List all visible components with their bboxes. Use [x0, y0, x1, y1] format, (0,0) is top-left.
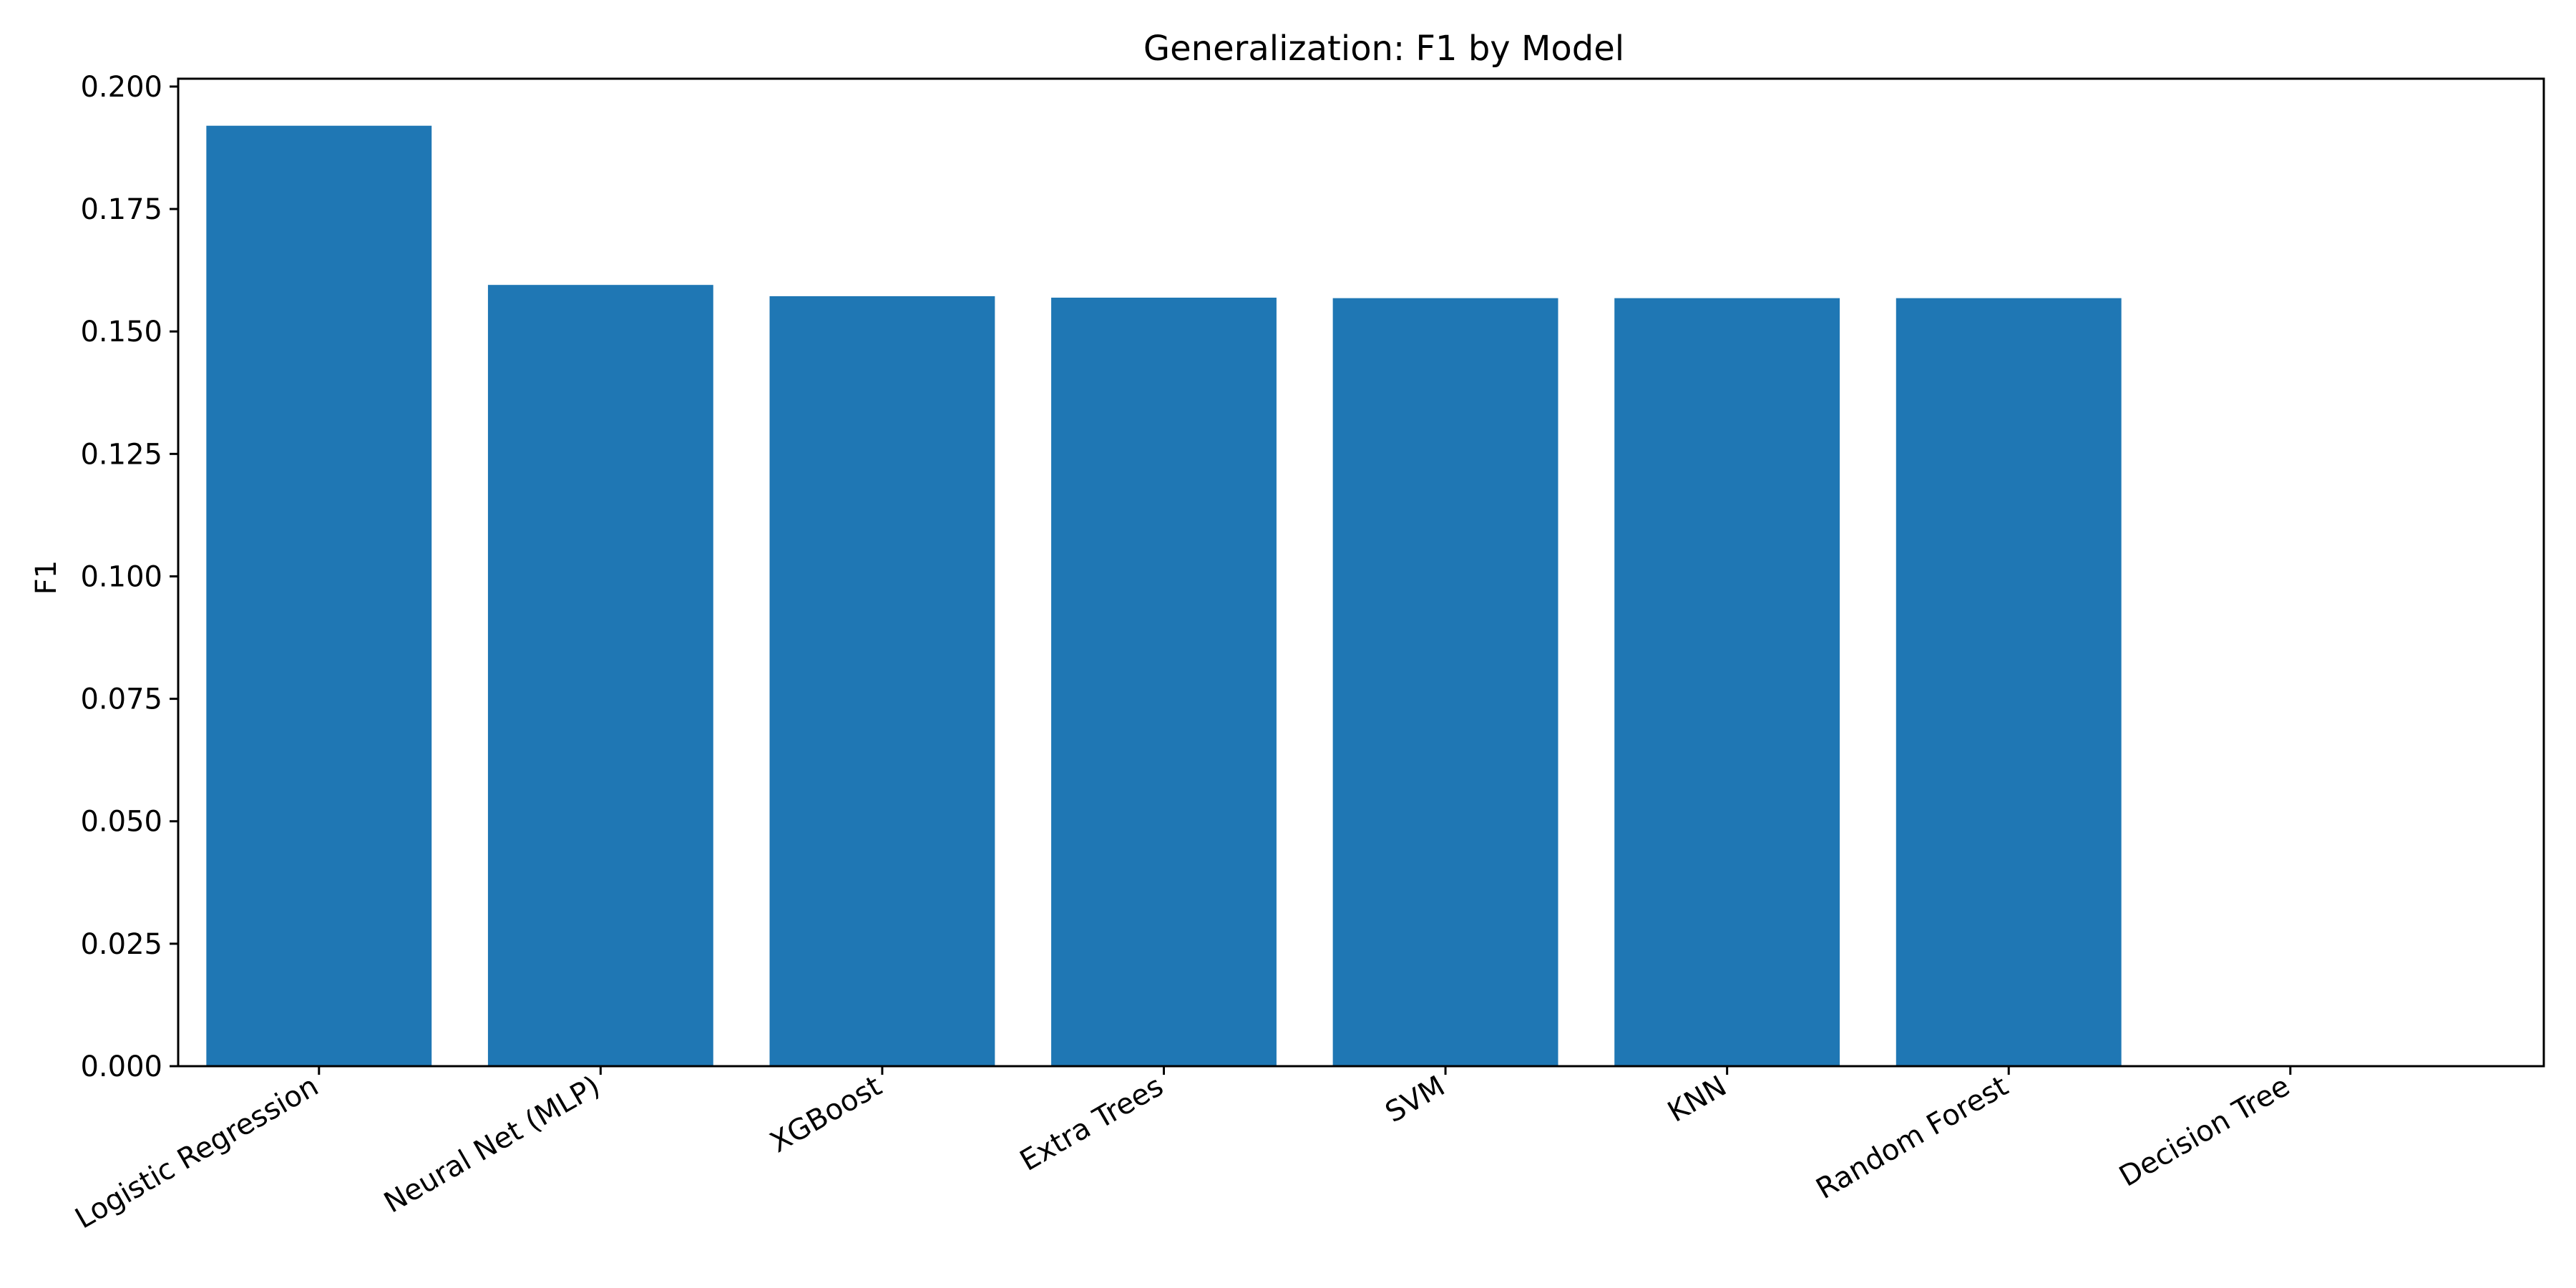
y-tick-label: 0.025 — [80, 928, 162, 961]
bar-xgboost — [769, 296, 995, 1067]
y-tick-label: 0.150 — [80, 316, 162, 348]
x-axis: Logistic Regression Neural Net (MLP) XGBoo… — [69, 1066, 2296, 1236]
chart-title: Generalization: F1 by Model — [1143, 29, 1624, 69]
y-tick-label: 0.125 — [80, 438, 162, 471]
y-axis: 0.000 0.025 0.050 0.075 0.100 0.125 0.150 0.175… — [80, 71, 178, 1083]
bar-neural-net-mlp — [487, 285, 713, 1067]
bar-svm — [1332, 298, 1558, 1066]
bar-logistic-regression — [206, 125, 432, 1067]
plot-frame — [177, 77, 2545, 1068]
y-tick-label: 0.000 — [80, 1050, 162, 1083]
x-tick-label: Extra Trees — [1015, 1070, 1169, 1178]
x-tick-label: Neural Net (MLP) — [379, 1070, 605, 1220]
y-tick-label: 0.075 — [80, 683, 162, 716]
bar-knn — [1614, 298, 1840, 1066]
y-axis-label: F1 — [30, 560, 63, 595]
bar-extra-trees — [1051, 297, 1277, 1067]
y-tick-label: 0.100 — [80, 560, 162, 593]
x-tick-label: SVM — [1380, 1070, 1450, 1129]
x-tick-label: KNN — [1662, 1070, 1732, 1129]
x-tick-label: XGBoost — [765, 1070, 887, 1159]
bar-random-forest — [1896, 298, 2122, 1066]
y-tick-label: 0.200 — [80, 71, 162, 104]
x-tick-label: Decision Tree — [2114, 1070, 2296, 1194]
y-tick-label: 0.175 — [80, 193, 162, 226]
x-tick-label: Random Forest — [1810, 1070, 2014, 1206]
bars-group — [206, 125, 2122, 1067]
y-tick-label: 0.050 — [80, 806, 162, 839]
x-tick-label: Logistic Regression — [69, 1070, 323, 1236]
